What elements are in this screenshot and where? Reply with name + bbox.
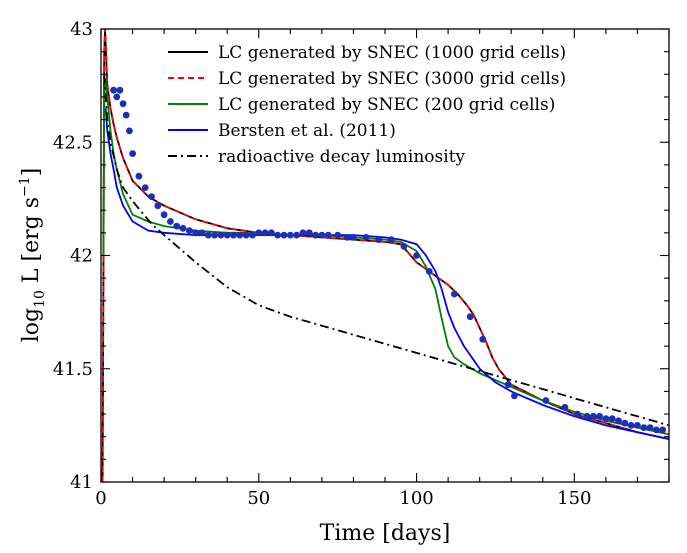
legend-label-1: LC generated by SNEC (3000 grid cells)	[218, 69, 566, 89]
observation-point	[211, 231, 219, 239]
observation-point	[141, 184, 149, 192]
observation-point	[113, 93, 121, 101]
x-tick-label: 150	[557, 488, 591, 509]
observation-point	[362, 234, 370, 241]
observation-point	[561, 403, 569, 411]
observation-point	[223, 231, 231, 239]
observation-point	[129, 150, 137, 158]
observation-point	[186, 227, 193, 235]
observation-point	[255, 229, 263, 237]
legend-label-2: LC generated by SNEC (200 grid cells)	[218, 95, 555, 115]
observation-point	[116, 86, 124, 94]
legend-label-4: radioactive decay luminosity	[218, 147, 466, 167]
observation-point	[350, 234, 357, 241]
observation-point	[293, 231, 300, 239]
observation-point	[230, 231, 237, 239]
observation-point	[125, 127, 133, 135]
observation-point	[334, 231, 342, 239]
observation-point	[387, 236, 395, 244]
observation-point	[400, 243, 408, 250]
x-tick-label: 50	[247, 488, 270, 509]
observation-point	[236, 231, 244, 239]
series-line-3	[104, 108, 669, 440]
observation-point	[659, 426, 667, 434]
observation-point	[542, 397, 550, 404]
y-tick-label: 41.5	[53, 359, 93, 380]
observation-point	[280, 231, 288, 239]
observation-point	[148, 193, 155, 201]
observation-point	[179, 224, 187, 232]
x-tick-label: 100	[399, 488, 433, 509]
observation-point	[119, 100, 127, 108]
observation-point	[299, 229, 307, 237]
observation-point	[154, 202, 162, 210]
observation-point	[589, 412, 597, 420]
observation-point	[192, 229, 200, 237]
legend-label-0: LC generated by SNEC (1000 grid cells)	[218, 43, 566, 63]
x-axis-label: Time [days]	[320, 521, 451, 546]
observation-point	[646, 424, 654, 431]
observation-point	[318, 231, 326, 239]
axis-ticks	[100, 28, 670, 483]
observation-point	[286, 231, 294, 239]
legend: LC generated by SNEC (1000 grid cells) LC…	[168, 43, 566, 167]
observation-point	[122, 111, 130, 119]
observation-point	[135, 172, 143, 180]
x-tick-label: 0	[95, 488, 106, 509]
y-tick-label: 42.5	[53, 132, 93, 153]
observation-points	[110, 86, 667, 434]
observation-point	[242, 231, 250, 239]
y-axis-label: log10 L [erg s−1]	[17, 168, 48, 343]
observation-point	[343, 234, 351, 241]
observation-point	[204, 231, 212, 239]
observation-point	[653, 426, 660, 434]
observation-point	[511, 392, 518, 400]
y-tick-label: 43	[70, 19, 93, 40]
observation-point	[640, 424, 648, 431]
y-axis-label-superscript: −1	[17, 176, 33, 197]
y-tick-label: 42	[70, 246, 93, 267]
observation-point	[504, 381, 512, 388]
observation-point	[451, 290, 458, 298]
observation-point	[167, 218, 174, 225]
observation-point	[268, 229, 275, 237]
observation-point	[160, 211, 168, 219]
observation-point	[608, 415, 616, 422]
observation-point	[274, 231, 282, 239]
observation-point	[110, 86, 117, 94]
observation-point	[479, 335, 487, 343]
observation-point	[375, 236, 383, 244]
observation-point	[425, 268, 433, 275]
observation-point	[596, 412, 603, 420]
observation-point	[634, 422, 641, 429]
observation-point	[249, 231, 256, 239]
observation-point	[261, 229, 269, 237]
series-line-4	[103, 74, 669, 427]
observation-point	[217, 231, 225, 239]
observation-point	[305, 229, 313, 237]
observation-point	[312, 231, 319, 239]
observation-point	[324, 231, 332, 239]
y-axis-label-subscript: 10	[32, 290, 48, 308]
observation-point	[615, 417, 622, 425]
observation-point	[413, 252, 420, 259]
observation-point	[173, 222, 181, 230]
observation-point	[621, 419, 629, 427]
legend-label-3: Bersten et al. (2011)	[218, 121, 396, 141]
y-tick-label: 41	[70, 472, 93, 493]
observation-point	[602, 415, 610, 422]
observation-point	[198, 229, 206, 237]
tick-labels: 0 50 100 150 41 41.5 42 42.5 43	[53, 19, 592, 509]
observation-point	[583, 412, 591, 420]
observation-point	[574, 410, 581, 418]
observation-point	[627, 422, 635, 429]
observation-point	[466, 313, 474, 321]
